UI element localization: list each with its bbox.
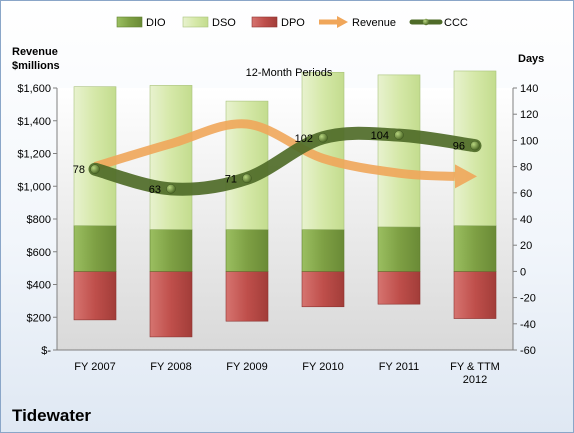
legend: DIO DSO DPO Revenue CCC [116,16,468,29]
x-tick-label-2: FY 2009 [226,361,267,373]
ccc-point-0 [90,164,100,174]
legend-label-revenue: Revenue [352,17,396,29]
ccc-point-5 [470,140,480,151]
ccc-point-4 [394,130,404,140]
ccc-data-label-4: 104 [371,130,389,142]
ccc-line [88,126,482,196]
left-axis-title-line1: Revenue [12,46,58,58]
revenue-arrowhead [455,164,477,189]
x-tick-label-1: FY 2008 [150,361,191,373]
bar-dpo-3 [301,271,345,308]
bar-dio-1 [149,229,193,272]
bar-dpo-2 [225,271,269,322]
bar-dso-0 [73,86,117,226]
x-tick-label-0: FY 2007 [74,361,115,373]
bar-dio-3 [301,229,345,272]
bar-dpo-4 [377,271,421,305]
legend-label-dpo: DPO [281,17,305,29]
legend-swatch-revenue [319,16,348,28]
bar-dpo-5 [453,271,497,319]
right-tick-label-1: -40 [520,319,536,331]
right-tick-label-3: 0 [520,266,526,278]
ccc-data-label-5: 96 [453,141,465,153]
ccc-data-label-3: 102 [295,133,313,145]
bar-dpo-0 [73,271,117,321]
ccc-point-3 [318,133,328,143]
left-axis-title-line2: $millions [12,60,60,72]
right-tick-label-7: 80 [520,162,532,174]
x-tick-label-3: FY 2010 [302,361,343,373]
right-axis-title: Days [518,53,544,65]
legend-label-ccc: CCC [444,17,468,29]
ccc-point-2 [242,173,252,184]
left-tick-label-1: $200 [27,312,51,324]
left-tick-label-8: $1,600 [17,83,51,95]
plot-area [57,88,513,350]
left-tick-label-7: $1,400 [17,116,51,128]
revenue-line [93,119,456,181]
right-tick-label-6: 60 [520,188,532,200]
ccc-data-label-1: 63 [149,184,161,196]
left-tick-label-4: $800 [27,214,51,226]
legend-marker-ccc [422,18,430,26]
x-tick-label-5: FY & TTM 2012 [450,361,500,386]
left-tick-label-3: $600 [27,247,51,259]
right-tick-label-2: -20 [520,293,536,305]
legend-swatch-dso [182,16,209,28]
left-tick-label-5: $1,000 [17,181,51,193]
company-name: Tidewater [12,406,91,425]
ccc-data-label-0: 78 [73,164,85,176]
right-tick-label-0: -60 [520,345,536,357]
ccc-data-label-2: 71 [225,173,237,185]
right-tick-label-8: 100 [520,135,538,147]
left-tick-label-6: $1,200 [17,149,51,161]
left-tick-label-0: $- [41,345,51,357]
right-tick-label-9: 120 [520,109,538,121]
bar-dio-0 [73,225,117,272]
right-tick-label-10: 140 [520,83,538,95]
bar-dpo-1 [149,271,193,338]
x-tick-label-4: FY 2011 [379,361,420,373]
bar-dio-2 [225,229,269,272]
left-tick-label-2: $400 [27,280,51,292]
legend-label-dio: DIO [146,17,166,29]
bar-dso-4 [377,74,421,228]
legend-swatch-dpo [251,16,278,28]
right-tick-label-5: 40 [520,214,532,226]
chart-title: 12-Month Periods [246,67,333,79]
bar-dso-1 [149,85,193,230]
legend-label-dso: DSO [212,17,236,29]
ccc-point-1 [166,184,176,194]
right-tick-label-4: 20 [520,240,532,252]
bar-dio-4 [377,226,421,272]
bar-dio-5 [453,225,497,272]
legend-swatch-dio [116,16,143,28]
